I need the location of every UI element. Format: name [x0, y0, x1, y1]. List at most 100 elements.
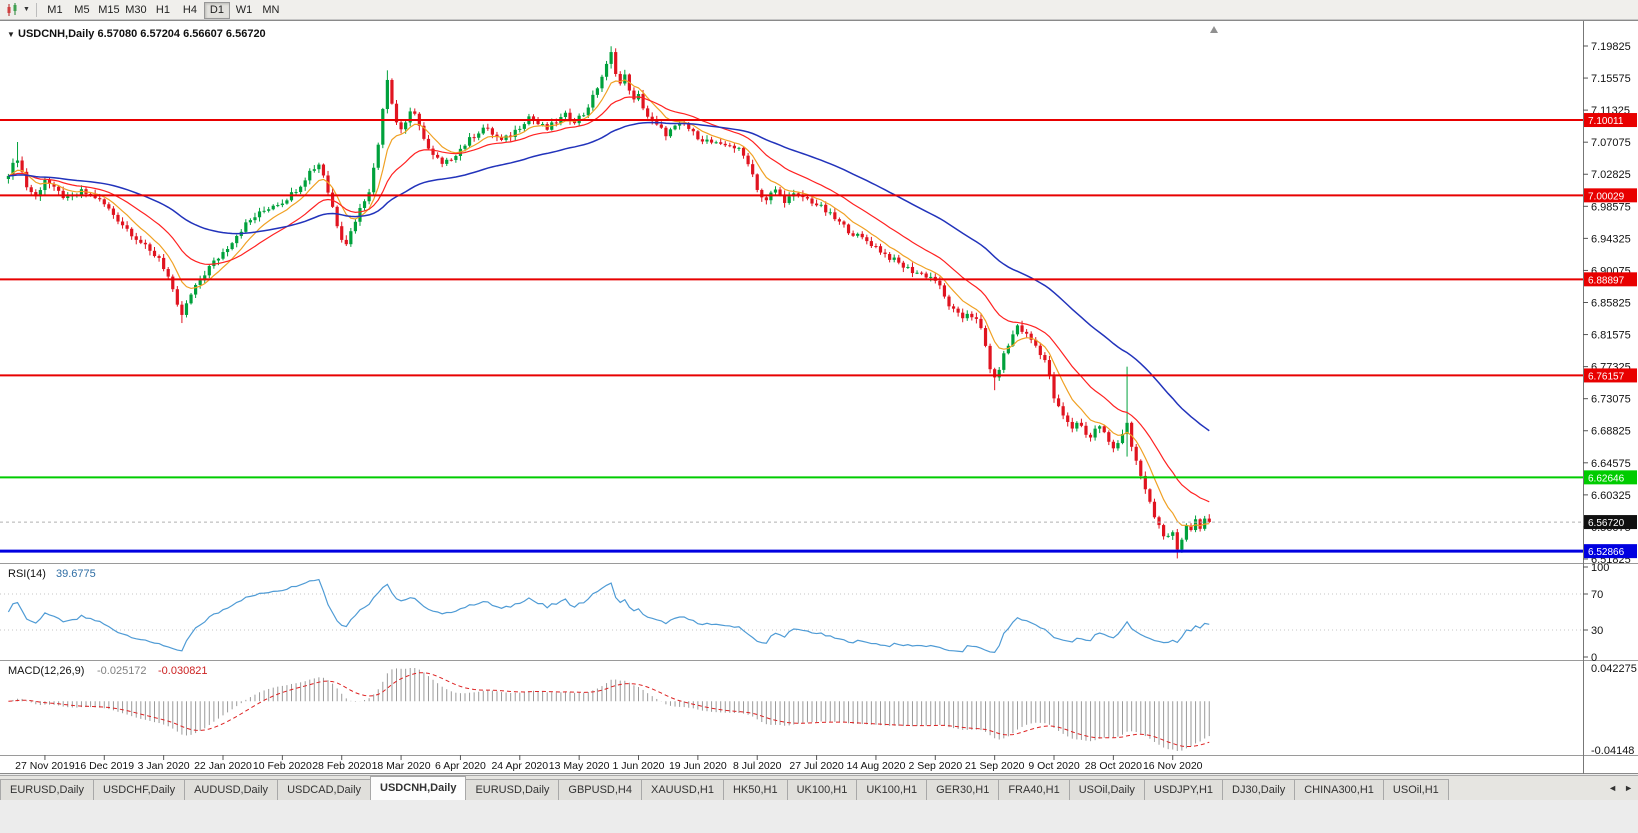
- ma-slow-line: [8, 121, 1210, 432]
- date-axis-label: 28 Feb 2020: [312, 760, 371, 772]
- chart-menu-arrow-icon[interactable]: ▼: [7, 30, 15, 39]
- price-axis-label: 6.98575: [1591, 201, 1631, 213]
- tab-scroll-controls: ◄ ►: [1603, 776, 1638, 800]
- rsi-indicator-value: 39.6775: [56, 568, 96, 580]
- price-axis-label: 6.60325: [1591, 490, 1631, 502]
- price-tags: 7.10011 7.00029 6.88897 6.76157 6.62646 6.528…: [1584, 113, 1637, 559]
- top-toolbar: ▼ M1 M5 M15 M30 H1 H4 D1 W1 MN: [0, 0, 1638, 20]
- macd-indicator-label: MACD(12,26,9): [8, 665, 84, 677]
- rsi-axis-label: 0: [1591, 652, 1597, 664]
- date-axis-label: 13 May 2020: [549, 760, 610, 772]
- timeframe-button-h1[interactable]: H1: [150, 2, 176, 19]
- chart-tab-usoil-h1[interactable]: USOil,H1: [1382, 779, 1449, 800]
- timeframe-button-d1[interactable]: D1: [203, 2, 230, 19]
- price-axis-label: 6.73075: [1591, 394, 1631, 406]
- macd-axis-label-bottom: -0.04148: [1591, 745, 1634, 757]
- chart-window: 7.198257.155757.113257.070757.028256.985…: [0, 20, 1638, 774]
- chart-tab-usdcnh-daily[interactable]: USDCNH,Daily: [370, 776, 467, 800]
- date-axis-label: 19 Jun 2020: [669, 760, 727, 772]
- date-axis-label: 14 Aug 2020: [846, 760, 905, 772]
- price-axis-label: 6.68825: [1591, 426, 1631, 438]
- moving-average-lines: [8, 79, 1210, 528]
- price-axis-label: 7.15575: [1591, 73, 1631, 85]
- level-price-tag: 6.62646: [1588, 473, 1625, 484]
- timeframe-button-m30[interactable]: M30: [123, 2, 149, 19]
- date-axis-label: 22 Jan 2020: [194, 760, 252, 772]
- level-price-tag-bg: [1584, 544, 1637, 559]
- chart-tab-dj30-daily[interactable]: DJ30,Daily: [1222, 779, 1296, 800]
- timeframe-button-group: M1 M5 M15 M30 H1 H4 D1 W1 MN: [42, 0, 285, 19]
- date-axis-label: 16 Nov 2020: [1143, 760, 1203, 772]
- ma-fast-line: [8, 79, 1210, 528]
- price-axis-label: 7.07075: [1591, 137, 1631, 149]
- date-axis-label: 1 Jun 2020: [613, 760, 665, 772]
- tab-scroll-right-icon[interactable]: ►: [1624, 782, 1633, 793]
- date-axis-label: 18 Mar 2020: [372, 760, 431, 772]
- current-price-tag: 6.56720: [1588, 518, 1625, 529]
- price-axis-label: 7.02825: [1591, 169, 1631, 181]
- price-axis-area[interactable]: [1584, 21, 1638, 755]
- chart-type-icon[interactable]: [4, 1, 22, 19]
- level-price-tag: 7.10011: [1588, 116, 1624, 127]
- chart-tab-ger30-h1[interactable]: GER30,H1: [926, 779, 1000, 800]
- chart-type-dropdown-icon[interactable]: ▼: [23, 6, 30, 13]
- level-price-tag-bg: [1584, 188, 1637, 203]
- time-axis-area[interactable]: [0, 756, 1583, 774]
- chart-shift-marker-icon[interactable]: [1210, 26, 1218, 33]
- price-axis-label: 6.94325: [1591, 233, 1631, 245]
- chart-tab-uk100-h1[interactable]: UK100,H1: [856, 779, 928, 800]
- timeframe-button-m15[interactable]: M15: [96, 2, 122, 19]
- date-axis-label: 16 Dec 2019: [75, 760, 135, 772]
- date-axis-label: 27 Jul 2020: [789, 760, 843, 772]
- chart-title-ohlc: USDCNH,Daily 6.57080 6.57204 6.56607 6.5…: [18, 28, 266, 40]
- chart-canvas[interactable]: 7.198257.155757.113257.070757.028256.985…: [0, 21, 1638, 775]
- level-price-tag-bg: [1584, 113, 1637, 128]
- date-axis-label: 10 Feb 2020: [253, 760, 312, 772]
- chart-tab-hk50-h1[interactable]: HK50,H1: [722, 779, 788, 800]
- price-axis-label: 6.81575: [1591, 330, 1631, 342]
- timeframe-button-h4[interactable]: H4: [177, 2, 203, 19]
- date-axis-label: 21 Sep 2020: [965, 760, 1025, 772]
- toolbar-separator: [35, 2, 37, 17]
- candlestick-chart-icon: [7, 2, 17, 16]
- chart-tab-bar: EURUSD,Daily USDCHF,Daily AUDUSD,Daily USDC…: [0, 775, 1638, 800]
- macd-indicator-value-signal: -0.030821: [158, 665, 208, 677]
- horizontal-level-lines[interactable]: [0, 119, 1583, 553]
- level-price-tag: 6.52866: [1588, 547, 1625, 558]
- date-axis-label: 6 Apr 2020: [435, 760, 486, 772]
- level-price-tag: 6.76157: [1588, 371, 1625, 382]
- current-price-tag-bg: [1584, 515, 1637, 530]
- chart-tab-china300-h1[interactable]: CHINA300,H1: [1294, 779, 1384, 800]
- chart-tab-audusd-daily[interactable]: AUDUSD,Daily: [184, 779, 279, 800]
- chart-tab-usdcad-daily[interactable]: USDCAD,Daily: [277, 779, 372, 800]
- date-axis-label: 3 Jan 2020: [138, 760, 190, 772]
- chart-tab-gbpusd-h4[interactable]: GBPUSD,H4: [558, 779, 642, 800]
- chart-tab-fra40-h1[interactable]: FRA40,H1: [998, 779, 1070, 800]
- level-price-tag: 7.00029: [1588, 191, 1625, 202]
- macd-indicator-value-main: -0.025172: [97, 665, 147, 677]
- timeframe-button-m1[interactable]: M1: [42, 2, 68, 19]
- ma-mid-line: [8, 96, 1210, 503]
- level-price-tag-bg: [1584, 272, 1637, 287]
- tab-scroll-left-icon[interactable]: ◄: [1608, 782, 1618, 793]
- chart-tab-xauusd-h1[interactable]: XAUUSD,H1: [640, 779, 724, 800]
- date-axis-label: 28 Oct 2020: [1085, 760, 1142, 772]
- date-axis-label: 9 Oct 2020: [1028, 760, 1080, 772]
- timeframe-button-m5[interactable]: M5: [69, 2, 95, 19]
- timeframe-button-w1[interactable]: W1: [231, 2, 257, 19]
- price-axis-label: 7.19825: [1591, 41, 1631, 53]
- chart-tab-usdchf-daily[interactable]: USDCHF,Daily: [92, 779, 186, 800]
- chart-background-layer: [0, 21, 1638, 774]
- date-axis-label: 8 Jul 2020: [733, 760, 782, 772]
- chart-tab-usoil-daily[interactable]: USOil,Daily: [1068, 779, 1145, 800]
- candlestick-series: [6, 46, 1211, 559]
- chart-tab-eurusd-daily[interactable]: EURUSD,Daily: [465, 779, 560, 800]
- date-axis-label: 27 Nov 2019: [15, 760, 75, 772]
- timeframe-button-mn[interactable]: MN: [258, 2, 284, 19]
- chart-tab-uk100-h1[interactable]: UK100,H1: [786, 779, 858, 800]
- date-axis-label: 24 Apr 2020: [491, 760, 548, 772]
- chart-tab-eurusd-daily[interactable]: EURUSD,Daily: [0, 779, 94, 800]
- chart-tab-usdjpy-h1[interactable]: USDJPY,H1: [1143, 779, 1224, 800]
- rsi-axis-label: 30: [1591, 625, 1603, 637]
- price-axis-label: 6.85825: [1591, 297, 1631, 309]
